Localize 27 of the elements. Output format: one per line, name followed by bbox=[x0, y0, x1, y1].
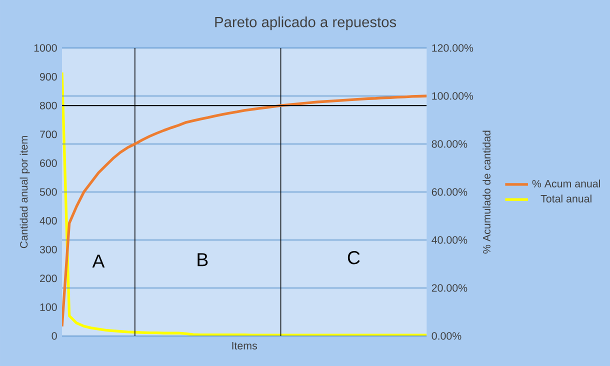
y-tick-label: 200 bbox=[40, 274, 57, 282]
y-tick-label: 500 bbox=[40, 188, 57, 196]
y-tick-label: 700 bbox=[40, 130, 57, 138]
y-tick-label: 600 bbox=[40, 159, 57, 167]
chart-title: Pareto aplicado a repuestos bbox=[215, 16, 396, 30]
y2-tick-label: 80.00% bbox=[432, 140, 468, 148]
y-tick-label: 100 bbox=[40, 303, 57, 311]
y2-tick-label: 0.00% bbox=[432, 332, 462, 340]
y2-tick-label: 60.00% bbox=[432, 188, 468, 196]
legend-label: % Acum anual bbox=[532, 180, 600, 188]
y2-axis-title: % Acumulado de cantidad bbox=[482, 130, 490, 254]
x-axis-title: Items bbox=[232, 342, 257, 350]
annotation: B bbox=[198, 253, 208, 266]
y2-tick-label: 120.00% bbox=[432, 44, 474, 52]
y-tick-label: 1000 bbox=[34, 44, 57, 52]
y-tick-label: 900 bbox=[40, 73, 57, 81]
annotation: C bbox=[348, 251, 360, 264]
y-axis-title: Cantidad anual por item bbox=[20, 136, 30, 248]
y-tick-label: 0 bbox=[52, 332, 57, 340]
y-tick-label: 800 bbox=[40, 102, 57, 110]
y2-tick-label: 100.00% bbox=[432, 92, 474, 100]
y2-tick-label: 20.00% bbox=[432, 284, 468, 292]
y-tick-label: 400 bbox=[40, 217, 57, 225]
annotation: A bbox=[92, 254, 105, 268]
y2-tick-label: 40.00% bbox=[432, 236, 468, 244]
y-tick-label: 300 bbox=[40, 246, 57, 254]
legend-label: Total anual bbox=[540, 194, 592, 202]
